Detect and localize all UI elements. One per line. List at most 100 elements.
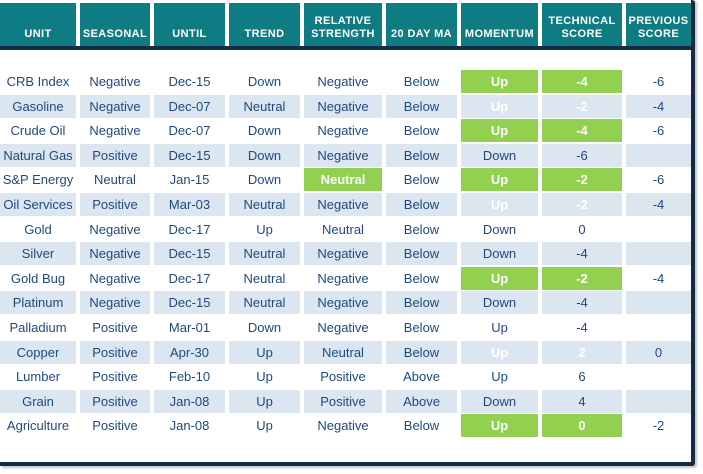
cell-relative-strength: Negative [304, 266, 382, 290]
cell-seasonal: Negative [80, 70, 150, 93]
cell-seasonal: Negative [80, 94, 150, 118]
cell-trend: Up [229, 340, 300, 364]
header-divider-line [0, 46, 695, 50]
table-header-row: UNIT SEASONAL UNTIL TREND RELATIVE STREN… [0, 3, 691, 46]
cell-previous-score: -4 [626, 266, 691, 290]
cell-20-day-ma: Below [386, 340, 457, 364]
column-header-20-day-ma: 20 DAY MA [386, 3, 457, 46]
column-header-previous-score: PREVIOUS SCORE [626, 3, 691, 46]
cell-until: Dec-07 [154, 94, 225, 118]
cell-technical-score: -2 [542, 94, 622, 118]
cell-seasonal: Positive [80, 315, 150, 339]
cell-technical-score: 4 [542, 389, 622, 413]
cell-momentum: Up [461, 70, 538, 93]
cell-technical-score: -6 [542, 143, 622, 167]
cell-until: Dec-15 [154, 70, 225, 93]
cell-trend: Down [229, 70, 300, 93]
cell-unit: S&P Energy [0, 168, 76, 192]
cell-seasonal: Positive [80, 389, 150, 413]
cell-20-day-ma: Below [386, 291, 457, 315]
cell-20-day-ma: Below [386, 168, 457, 192]
cell-until: Mar-03 [154, 192, 225, 216]
cell-technical-score: 0 [542, 414, 622, 438]
cell-20-day-ma: Below [386, 119, 457, 143]
column-header-unit: UNIT [0, 3, 76, 46]
cell-momentum: Up [461, 119, 538, 143]
cell-seasonal: Positive [80, 143, 150, 167]
cell-technical-score: -4 [542, 70, 622, 93]
cell-previous-score [626, 389, 691, 413]
cell-relative-strength: Negative [304, 143, 382, 167]
cell-trend: Neutral [229, 192, 300, 216]
cell-unit: Silver [0, 242, 76, 266]
cell-unit: Natural Gas [0, 143, 76, 167]
cell-previous-score [626, 315, 691, 339]
cell-relative-strength: Negative [304, 94, 382, 118]
cell-until: Dec-15 [154, 143, 225, 167]
cell-trend: Up [229, 414, 300, 438]
cell-relative-strength: Negative [304, 242, 382, 266]
cell-20-day-ma: Below [386, 70, 457, 93]
cell-relative-strength: Neutral [304, 340, 382, 364]
cell-trend: Down [229, 315, 300, 339]
column-header-momentum: MOMENTUM [461, 3, 538, 46]
cell-until: Feb-10 [154, 365, 225, 389]
cell-until: Dec-07 [154, 119, 225, 143]
cell-technical-score: 6 [542, 365, 622, 389]
cell-previous-score: -6 [626, 119, 691, 143]
cell-momentum: Up [461, 365, 538, 389]
cell-previous-score [626, 143, 691, 167]
cell-until: Jan-15 [154, 168, 225, 192]
cell-momentum: Up [461, 192, 538, 216]
cell-relative-strength: Negative [304, 119, 382, 143]
cell-momentum: Down [461, 143, 538, 167]
cell-trend: Down [229, 168, 300, 192]
table-bottom-border [0, 462, 695, 466]
cell-20-day-ma: Below [386, 414, 457, 438]
cell-unit: Agriculture [0, 414, 76, 438]
cell-until: Jan-08 [154, 414, 225, 438]
cell-20-day-ma: Below [386, 217, 457, 241]
cell-relative-strength: Positive [304, 389, 382, 413]
column-header-until: UNTIL [154, 3, 225, 46]
cell-momentum: Down [461, 291, 538, 315]
cell-previous-score: 0 [626, 340, 691, 364]
cell-20-day-ma: Above [386, 389, 457, 413]
cell-unit: Palladium [0, 315, 76, 339]
cell-relative-strength: Negative [304, 315, 382, 339]
cell-until: Dec-15 [154, 291, 225, 315]
cell-technical-score: -4 [542, 315, 622, 339]
cell-technical-score: -2 [542, 168, 622, 192]
cell-relative-strength: Neutral [304, 168, 382, 192]
commodity-table-body: CRB Index Negative Dec-15 Down Negative … [0, 70, 691, 438]
cell-trend: Neutral [229, 266, 300, 290]
cell-trend: Down [229, 119, 300, 143]
cell-previous-score [626, 291, 691, 315]
cell-20-day-ma: Below [386, 94, 457, 118]
cell-until: Mar-01 [154, 315, 225, 339]
column-header-technical-score: TECHNICAL SCORE [542, 3, 622, 46]
cell-relative-strength: Negative [304, 70, 382, 93]
cell-momentum: Down [461, 217, 538, 241]
cell-technical-score: -2 [542, 192, 622, 216]
cell-unit: Crude Oil [0, 119, 76, 143]
cell-trend: Neutral [229, 94, 300, 118]
cell-previous-score: -4 [626, 192, 691, 216]
cell-until: Apr-30 [154, 340, 225, 364]
cell-20-day-ma: Below [386, 143, 457, 167]
cell-unit: Lumber [0, 365, 76, 389]
cell-20-day-ma: Below [386, 192, 457, 216]
cell-unit: Platinum [0, 291, 76, 315]
cell-trend: Neutral [229, 291, 300, 315]
cell-seasonal: Negative [80, 266, 150, 290]
cell-previous-score [626, 365, 691, 389]
cell-trend: Neutral [229, 242, 300, 266]
cell-relative-strength: Positive [304, 365, 382, 389]
cell-momentum: Down [461, 389, 538, 413]
cell-momentum: Up [461, 94, 538, 118]
cell-technical-score: 2 [542, 340, 622, 364]
cell-technical-score: -4 [542, 119, 622, 143]
cell-unit: Grain [0, 389, 76, 413]
cell-momentum: Down [461, 242, 538, 266]
cell-seasonal: Negative [80, 242, 150, 266]
